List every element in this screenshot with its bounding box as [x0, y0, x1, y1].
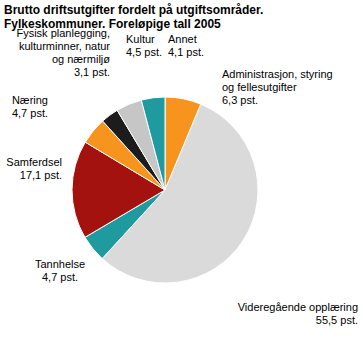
data-label: Annet4,1 pst. — [168, 33, 204, 58]
value-label: 3,1 pst. — [74, 66, 110, 78]
label-line: Tannhelse — [35, 258, 85, 270]
data-label: Videregående opplæring55,5 pst. — [238, 301, 358, 326]
label-line: Administrasjon, styring — [222, 68, 333, 80]
label-line: kulturminner, natur — [19, 40, 110, 52]
label-line: og fellesutgifter — [222, 81, 297, 93]
chart: Brutto driftsutgifter fordelt på utgifts… — [0, 0, 363, 341]
value-label: 55,5 pst. — [316, 314, 358, 326]
label-line: Brutto driftsutgifter fordelt på utgifts… — [4, 3, 263, 17]
label-line: Kultur — [126, 33, 155, 45]
value-label: 17,1 pst. — [20, 169, 62, 181]
data-label: Fysisk planlegging,kulturminner, naturog… — [16, 27, 110, 78]
value-label: 4,5 pst. — [126, 46, 162, 58]
data-label: Administrasjon, styringog fellesutgifter… — [222, 68, 333, 106]
value-label: 4,7 pst. — [42, 271, 78, 283]
label-line: og nærmiljø — [52, 53, 110, 65]
data-label: Samferdsel17,1 pst. — [6, 156, 62, 181]
data-label: Kultur4,5 pst. — [126, 33, 162, 58]
value-label: 4,7 pst. — [12, 107, 48, 119]
slice — [141, 97, 165, 190]
label-line: Næring — [12, 94, 48, 106]
pie — [72, 97, 258, 283]
data-label: Næring4,7 pst. — [12, 94, 48, 119]
value-label: 4,1 pst. — [168, 46, 204, 58]
value-label: 6,3 pst. — [222, 94, 258, 106]
label-line: Annet — [168, 33, 197, 45]
label-line: Fysisk planlegging, — [16, 27, 110, 39]
label-line: Samferdsel — [6, 156, 62, 168]
label-line: Videregående opplæring — [238, 301, 358, 313]
data-label: Tannhelse4,7 pst. — [35, 258, 85, 283]
